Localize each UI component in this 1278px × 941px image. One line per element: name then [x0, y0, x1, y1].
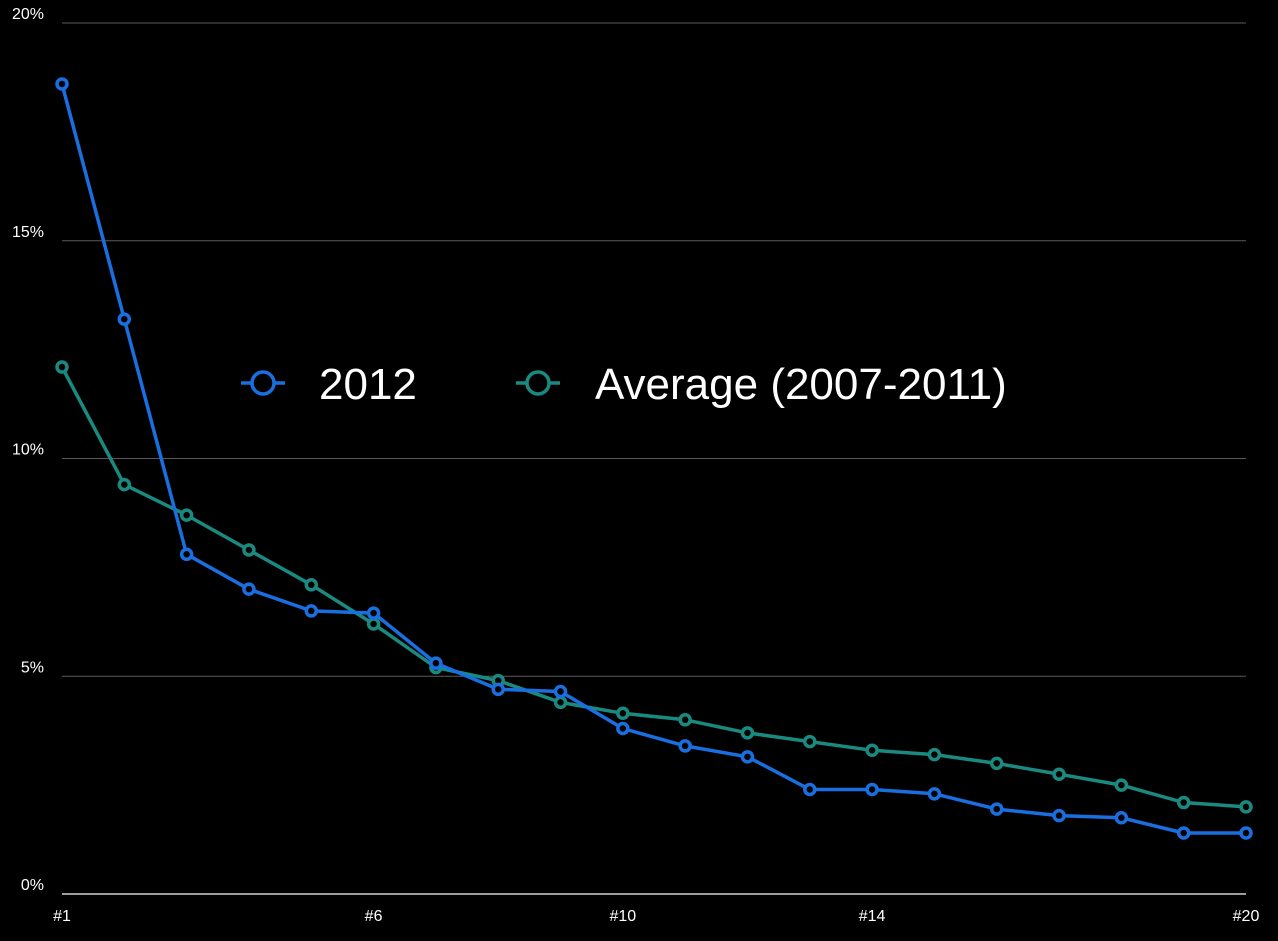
data-point	[740, 750, 755, 764]
y-axis-ticks: 0% 5% 10% 15% 20%	[12, 6, 44, 894]
data-point	[927, 787, 942, 801]
series-line	[60, 82, 1248, 835]
data-point	[678, 713, 692, 727]
x-axis-ticks: #1 #6 #10 #14 #20	[53, 908, 1259, 925]
x-tick-label: #14	[859, 908, 886, 925]
legend-item-average: Average (2007-2011)	[516, 360, 1007, 409]
legend-item-2012: 2012	[241, 360, 417, 409]
data-point	[989, 756, 1004, 771]
data-point	[553, 695, 568, 710]
gridlines	[62, 22, 1246, 895]
data-point	[179, 508, 194, 522]
series-line	[60, 365, 1248, 809]
series-average	[55, 360, 1253, 814]
legend-label: Average (2007-2011)	[595, 360, 1007, 409]
data-point	[1052, 767, 1066, 781]
x-tick-label: #1	[53, 908, 71, 925]
legend-marker-icon	[525, 370, 551, 396]
legend: 2012 Average (2007-2011)	[241, 360, 1007, 409]
data-point	[1114, 778, 1129, 792]
x-tick-label: #20	[1233, 908, 1260, 925]
data-point	[55, 360, 69, 374]
series-layer	[55, 77, 1253, 840]
data-point	[55, 77, 69, 91]
data-point	[865, 782, 879, 797]
data-point	[179, 547, 194, 562]
data-point	[803, 782, 817, 797]
legend-label: 2012	[319, 360, 417, 409]
data-point	[429, 656, 443, 670]
x-tick-label: #6	[365, 908, 383, 925]
data-point	[491, 682, 505, 697]
y-tick-label: 15%	[12, 224, 44, 241]
data-point	[366, 606, 381, 620]
y-tick-label: 0%	[21, 877, 44, 894]
y-tick-label: 20%	[12, 6, 44, 23]
data-point	[1052, 808, 1066, 823]
data-point	[304, 604, 319, 618]
data-point	[117, 477, 132, 492]
data-point	[1114, 811, 1129, 825]
data-point	[117, 312, 132, 326]
series-2012	[55, 77, 1253, 840]
data-point	[1239, 826, 1253, 840]
data-point	[242, 543, 256, 557]
legend-marker-icon	[250, 370, 276, 396]
data-point	[616, 706, 630, 721]
data-point	[1239, 800, 1253, 814]
data-point	[678, 739, 692, 753]
y-tick-label: 5%	[21, 659, 44, 676]
data-point	[304, 578, 319, 592]
data-point	[242, 582, 256, 596]
data-point	[1176, 826, 1191, 840]
y-tick-label: 10%	[12, 442, 44, 459]
data-point	[616, 721, 630, 736]
data-point	[366, 617, 381, 631]
data-point	[927, 747, 942, 762]
data-point	[989, 802, 1004, 816]
data-point	[865, 743, 879, 758]
data-point	[740, 726, 755, 740]
data-point	[553, 684, 568, 699]
x-tick-label: #10	[609, 908, 636, 925]
data-point	[803, 734, 817, 749]
data-point	[1176, 795, 1191, 810]
